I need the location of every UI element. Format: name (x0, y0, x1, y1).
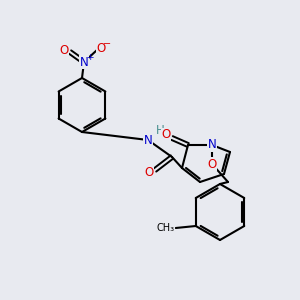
Text: CH₃: CH₃ (157, 223, 175, 233)
Text: O: O (144, 166, 154, 178)
Text: O: O (161, 128, 171, 142)
Text: N: N (80, 56, 88, 68)
Text: O: O (59, 44, 69, 58)
Text: N: N (208, 139, 216, 152)
Text: O: O (96, 43, 106, 56)
Text: −: − (103, 39, 111, 49)
Text: H: H (156, 124, 164, 137)
Text: N: N (144, 134, 152, 146)
Text: O: O (207, 158, 217, 170)
Text: +: + (86, 52, 93, 62)
